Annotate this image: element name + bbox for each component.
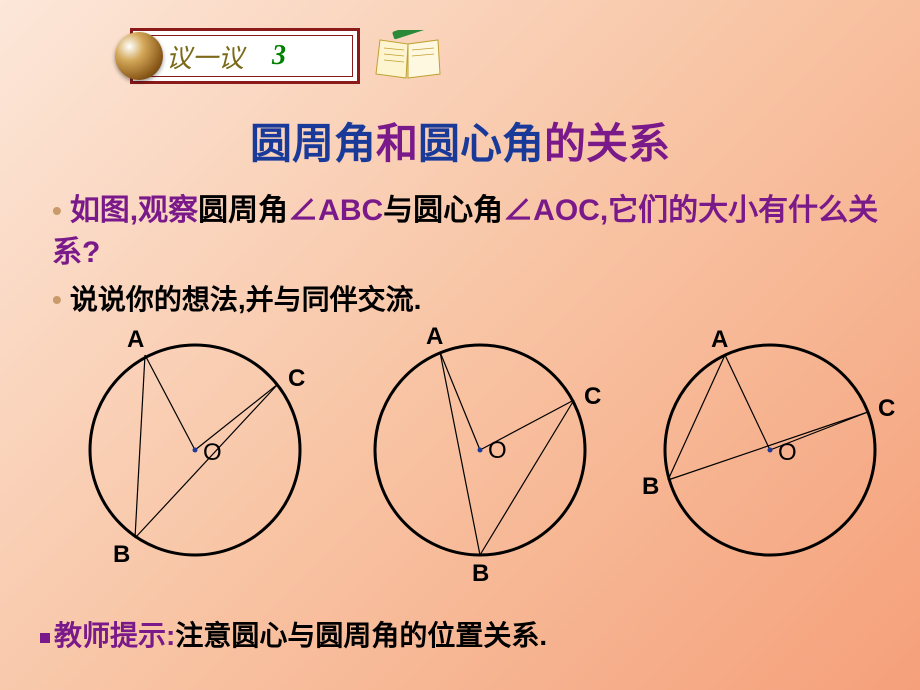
segment-AO-2	[440, 352, 480, 450]
point-label-A-2: A	[426, 323, 443, 350]
bullet-dot-icon: •	[52, 195, 62, 226]
point-label-O-1: O	[203, 439, 222, 466]
q-mid: 与	[383, 194, 413, 227]
title-part-3: 圆心角	[418, 122, 544, 168]
point-label-B-2: B	[472, 560, 489, 587]
instruction-bullet: • 说说你的想法,并与同伴交流.	[52, 278, 882, 318]
segment-AB-2	[440, 352, 480, 555]
center-dot-2	[478, 448, 483, 453]
title-part-2: 和	[376, 122, 418, 168]
badge-number: 3	[272, 40, 286, 72]
teacher-hint: 教师提示:注意圆心与圆周角的位置关系.	[40, 614, 547, 654]
q-pre: 如图,观察	[70, 194, 198, 227]
center-dot-3	[768, 448, 773, 453]
point-label-B-1: B	[113, 541, 130, 568]
center-dot-1	[193, 448, 198, 453]
geometry-diagrams: A B C O A B C O A B C O	[40, 320, 900, 600]
q-angle-1: ∠ABC	[288, 194, 383, 227]
square-bullet-icon	[40, 633, 50, 643]
segment-AO-3	[725, 355, 770, 450]
title-part-1: 圆周角	[250, 122, 376, 168]
question-bullet: •如图,观察圆周角∠ABC与圆心角∠AOC,它们的大小有什么关系?	[52, 190, 882, 274]
book-icon	[370, 30, 446, 84]
badge-inner: 议一议 3	[137, 35, 353, 77]
point-label-A-3: A	[711, 326, 728, 353]
point-label-C-3: C	[878, 395, 895, 422]
point-label-C-1: C	[288, 365, 305, 392]
instruction-text: 说说你的想法,并与同伴交流.	[70, 284, 422, 315]
point-label-A-1: A	[127, 326, 144, 353]
page-title: 圆周角和圆心角的关系	[0, 110, 920, 171]
discuss-badge: 议一议 3	[130, 28, 360, 84]
hint-tag: 教师提示:	[54, 620, 175, 651]
hint-text: 注意圆心与圆周角的位置关系.	[175, 620, 547, 651]
sphere-icon	[115, 32, 163, 80]
q-term-2: 圆心角	[413, 194, 503, 227]
q-angle-2: ∠AOC,	[503, 194, 608, 227]
point-label-O-3: O	[778, 439, 797, 466]
q-term-1: 圆周角	[198, 194, 288, 227]
segment-BC-2	[480, 400, 574, 555]
point-label-C-2: C	[584, 383, 601, 410]
badge-label: 议一议	[166, 38, 244, 75]
point-label-B-3: B	[642, 473, 659, 500]
segment-AB-1	[135, 355, 145, 538]
segment-AO-1	[145, 355, 195, 450]
bullet-dot-icon: •	[52, 284, 62, 315]
title-part-4: 的关系	[544, 122, 670, 168]
point-label-O-2: O	[488, 437, 507, 464]
